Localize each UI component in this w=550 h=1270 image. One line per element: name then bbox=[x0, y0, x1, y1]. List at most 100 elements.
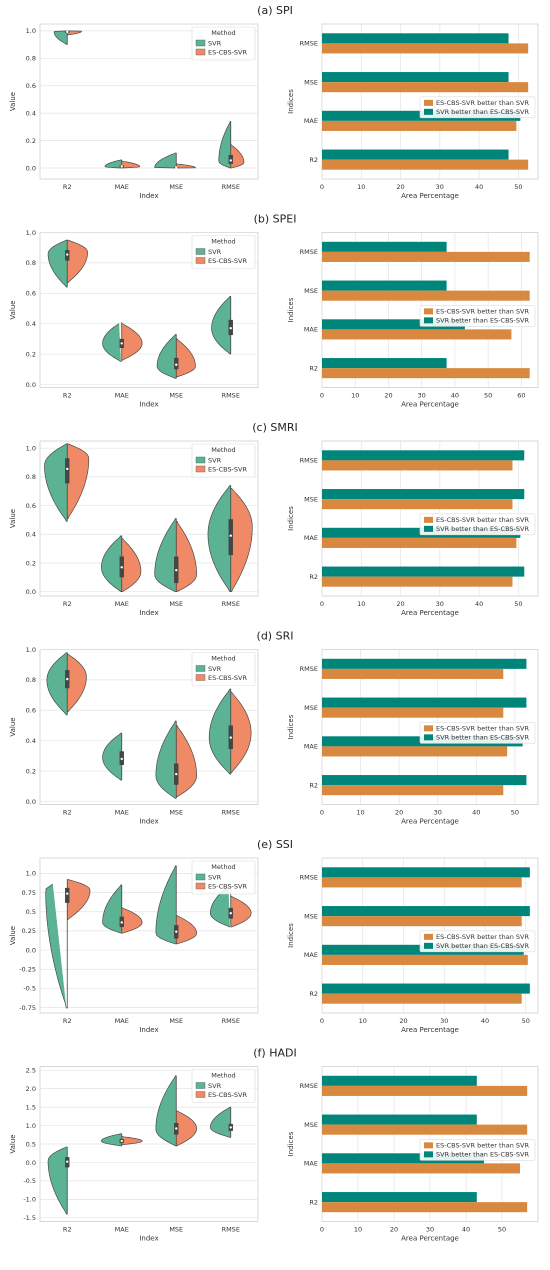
x-tick-label: 50 bbox=[514, 600, 522, 608]
legend-title: Method bbox=[211, 1072, 235, 1080]
y-tick-label: R2 bbox=[309, 781, 318, 789]
x-tick-label: 20 bbox=[399, 1017, 407, 1025]
median-dot bbox=[229, 159, 232, 162]
y-tick-label: 1.0 bbox=[26, 870, 36, 878]
violin-plot: 0.0 0.2 0.4 0.6 0.8 1.0 R2 MAE MSE RMSE Index Value… bbox=[9, 23, 259, 200]
y-tick-label: MAE bbox=[304, 743, 318, 751]
y-tick-label: -1.5 bbox=[23, 1214, 36, 1222]
legend-box bbox=[419, 513, 536, 536]
legend-swatch bbox=[195, 39, 206, 47]
legend-entry: ES-CBS-SVR bbox=[208, 1091, 248, 1099]
bar-svr-better bbox=[322, 72, 509, 83]
violin-es-cbs-svr bbox=[230, 144, 245, 169]
y-tick-label: 1.5 bbox=[26, 1103, 36, 1111]
x-tick-label: 0 bbox=[320, 600, 324, 608]
x-tick-label: MSE bbox=[169, 183, 183, 191]
median-dot bbox=[175, 166, 178, 169]
violin-es-cbs-svr bbox=[176, 163, 196, 169]
panel-2: (c) SMRI 0.0 0.2 0.4 0.6 0.8 1.0 R2 MAE MSE RMSE In… bbox=[9, 421, 539, 617]
median-dot bbox=[175, 772, 178, 776]
legend-swatch bbox=[195, 48, 206, 56]
bar-svr-better bbox=[322, 658, 527, 669]
median-dot bbox=[175, 363, 178, 366]
bar-chart: 0 10 20 30 40 50 RMSE MSE MAE R2 Area Percentage In… bbox=[287, 1066, 539, 1243]
bar-es-better bbox=[322, 916, 522, 927]
x-tick-label: 20 bbox=[384, 392, 392, 400]
panel-5: (f) HADI -1.5 -1.0 -0.5 0.0 0.5 1.0 1.5 2.0 2.5 R2… bbox=[9, 1047, 539, 1243]
bar-es-better bbox=[322, 1085, 528, 1096]
median-dot bbox=[229, 736, 232, 739]
y-tick-label: MSE bbox=[304, 1121, 318, 1129]
x-tick-label: MSE bbox=[169, 1226, 183, 1234]
y-tick-label: 1.0 bbox=[26, 444, 36, 452]
x-axis-label: Index bbox=[139, 818, 158, 826]
legend-entry: SVR bbox=[208, 456, 222, 464]
legend-box bbox=[419, 930, 536, 953]
x-axis-label: Index bbox=[139, 609, 158, 617]
violin-svr bbox=[102, 732, 122, 781]
median-dot bbox=[120, 757, 123, 761]
y-tick-label: 0.8 bbox=[26, 55, 36, 63]
x-tick-label: MSE bbox=[169, 809, 183, 817]
x-axis-label: Index bbox=[139, 1026, 158, 1034]
x-tick-label: MSE bbox=[169, 1017, 183, 1025]
legend-box bbox=[419, 1139, 536, 1161]
legend-title: Method bbox=[211, 446, 235, 454]
y-tick-label: 0.4 bbox=[26, 737, 36, 745]
violin-svr bbox=[208, 688, 231, 775]
x-axis-label: Index bbox=[139, 1235, 158, 1243]
legend-box bbox=[191, 26, 256, 61]
y-axis-label: Value bbox=[9, 509, 17, 528]
legend-entry: ES-CBS-SVR bbox=[208, 674, 248, 682]
x-tick-label: 50 bbox=[514, 183, 522, 191]
y-tick-label: 0.8 bbox=[26, 676, 36, 684]
y-tick-label: 0.2 bbox=[26, 559, 36, 567]
x-tick-label: 10 bbox=[356, 809, 364, 817]
y-tick-label: R2 bbox=[309, 573, 318, 581]
x-tick-label: R2 bbox=[63, 183, 72, 191]
bar-es-better bbox=[322, 329, 512, 340]
x-tick-label: 0 bbox=[320, 1226, 324, 1234]
panel-title: (d) SRI bbox=[257, 630, 294, 643]
x-tick-label: 40 bbox=[475, 600, 483, 608]
x-tick-label: R2 bbox=[63, 1017, 72, 1025]
y-tick-label: R2 bbox=[309, 1198, 318, 1206]
legend-box bbox=[191, 860, 256, 895]
violin-svr bbox=[155, 865, 177, 945]
x-axis-label: Area Percentage bbox=[401, 609, 459, 617]
violin-svr bbox=[53, 30, 68, 45]
legend-swatch bbox=[424, 942, 433, 949]
legend-swatch bbox=[424, 108, 433, 115]
bar-es-better bbox=[322, 82, 529, 93]
violin-plot: 0.0 0.2 0.4 0.6 0.8 1.0 R2 MAE MSE RMSE Index Value… bbox=[9, 646, 259, 826]
legend-swatch bbox=[424, 1142, 433, 1149]
bar-svr-better bbox=[322, 566, 525, 577]
legend-title: Method bbox=[211, 238, 235, 246]
violin-plot: -1.5 -1.0 -0.5 0.0 0.5 1.0 1.5 2.0 2.5 R2 MAE MSE RM… bbox=[9, 1066, 259, 1243]
y-tick-label: -0.5 bbox=[23, 1177, 36, 1185]
bar-es-better bbox=[322, 120, 517, 131]
violin-svr bbox=[102, 884, 122, 934]
x-tick-label: 40 bbox=[462, 1226, 470, 1234]
violin-es-cbs-svr bbox=[121, 160, 141, 169]
median-dot bbox=[229, 1126, 232, 1129]
legend-swatch bbox=[195, 1082, 206, 1089]
x-tick-label: 10 bbox=[351, 392, 359, 400]
legend-box bbox=[191, 235, 256, 269]
bar-es-better bbox=[322, 993, 522, 1004]
violin-svr bbox=[155, 1075, 177, 1147]
violin-svr bbox=[47, 239, 68, 288]
legend-swatch bbox=[424, 317, 433, 324]
violin-svr bbox=[218, 121, 231, 169]
legend-entry: SVR bbox=[208, 873, 222, 881]
bar-svr-better bbox=[322, 33, 509, 44]
y-tick-label: 0.4 bbox=[26, 320, 36, 328]
panel-3: (d) SRI 0.0 0.2 0.4 0.6 0.8 1.0 R2 MAE MSE RMSE Ind… bbox=[9, 630, 539, 826]
x-tick-label: RMSE bbox=[222, 809, 240, 817]
x-tick-label: 0 bbox=[320, 183, 324, 191]
